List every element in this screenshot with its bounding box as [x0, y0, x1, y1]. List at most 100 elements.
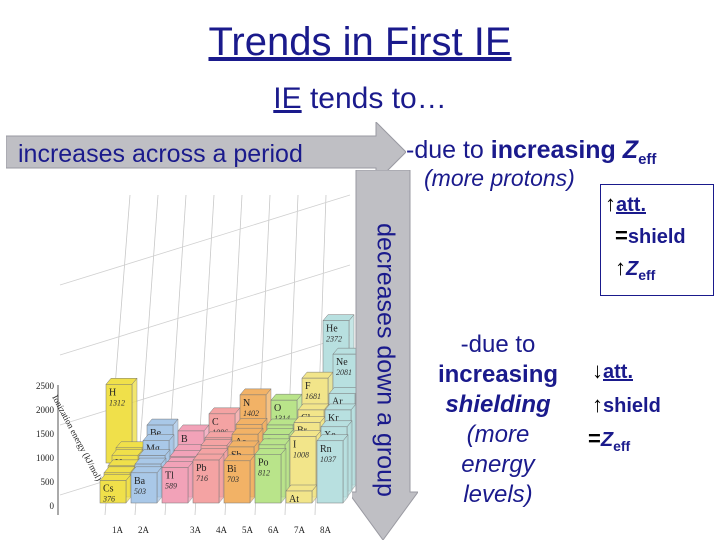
group-label: 5A — [242, 525, 254, 535]
element-symbol: He — [326, 324, 338, 335]
element-ie-value: 589 — [165, 482, 177, 491]
group-effect-box: ↓att. ↑shield =Zeff — [588, 358, 692, 458]
down-group-label-box: decreases down a group — [362, 192, 408, 528]
period-reason-line2: (more protons) — [424, 165, 575, 191]
up-arrow-icon: ↑ — [592, 392, 603, 417]
period-zeff-z: Z — [626, 258, 639, 280]
equals-icon: = — [588, 426, 601, 451]
period-shield-label: shield — [627, 226, 686, 248]
element-symbol: Kr — [328, 413, 339, 424]
element-symbol: Be — [150, 428, 162, 439]
element-symbol: Cs — [103, 483, 114, 494]
period-att-row: ↑att. — [605, 191, 646, 217]
group-label: 3A — [190, 525, 202, 535]
element-symbol: Ba — [134, 476, 146, 487]
y-tick-label: 2500 — [36, 381, 55, 391]
element-symbol: Rn — [320, 444, 332, 455]
element-ie-value: 2372 — [326, 335, 342, 344]
element-symbol: Po — [258, 457, 269, 468]
element-ie-value: 1681 — [305, 392, 321, 401]
element-ie-value: 503 — [134, 487, 146, 496]
element-ie-value: 1312 — [109, 398, 125, 407]
subtitle-rest: tends to… — [301, 82, 447, 115]
subtitle-ie: IE — [273, 82, 302, 115]
period-att-label: att. — [616, 194, 646, 216]
element-symbol: C — [212, 417, 219, 428]
y-tick-label: 0 — [50, 501, 55, 511]
group-label: 6A — [268, 525, 280, 535]
element-ie-value: 2081 — [336, 368, 352, 377]
element-symbol: Bi — [227, 464, 237, 475]
group-zeff-row: =Zeff — [588, 426, 630, 454]
element-symbol: Tl — [165, 471, 174, 482]
element-symbol: H — [109, 387, 116, 398]
element-symbol: Ar — [332, 397, 343, 408]
group-label: 8A — [320, 525, 332, 535]
grid-line — [59, 264, 351, 356]
group-reason-line: (more — [466, 421, 530, 448]
element-ie-value: 376 — [102, 494, 115, 503]
element-symbol: At — [289, 494, 299, 505]
group-reason-line: shielding — [445, 391, 551, 418]
group-label: 2A — [138, 525, 150, 535]
up-arrow-icon: ↑ — [615, 255, 626, 280]
across-period-label: increases across a period — [18, 140, 303, 168]
y-tick-label: 2000 — [36, 405, 55, 415]
period-effect-box: ↑att. =shield ↑Zeff — [600, 184, 714, 296]
element-ie-value: 1037 — [320, 455, 337, 464]
element-ie-value: 1402 — [243, 409, 259, 418]
group-reason-line: levels) — [463, 481, 533, 508]
period-reason-sub: eff — [638, 151, 657, 168]
y-tick-label: 1500 — [36, 429, 55, 439]
group-reason-line: -due to — [460, 331, 536, 358]
group-label: 1A — [112, 525, 124, 535]
element-symbol: Ne — [336, 357, 348, 368]
group-zeff-sub: eff — [613, 438, 631, 454]
period-zeff-sub: eff — [638, 267, 656, 283]
period-reason-line1: -due to increasing Zeff — [406, 136, 656, 168]
group-reason-line: energy — [461, 451, 535, 478]
group-reason: -due to increasing shielding (more energ… — [408, 330, 588, 510]
element-ie-value: 812 — [258, 468, 270, 477]
down-group-arrow — [352, 170, 418, 540]
element-symbol: Pb — [196, 463, 207, 474]
slide-title: Trends in First IE — [208, 20, 512, 64]
element-ie-value: 1008 — [293, 451, 309, 460]
element-ie-value: 703 — [227, 475, 239, 484]
group-label: 7A — [294, 525, 306, 535]
period-reason-prefix: -due to — [406, 136, 491, 164]
group-zeff-z: Z — [600, 429, 614, 451]
slide-subtitle: IE tends to… — [0, 82, 720, 116]
element-bar: At — [285, 484, 318, 505]
element-ie-value: 1314 — [274, 414, 290, 423]
group-shield-row: ↑shield — [592, 392, 661, 418]
period-zeff-row: ↑Zeff — [615, 255, 655, 283]
element-symbol: B — [181, 434, 188, 445]
element-symbol: N — [243, 398, 250, 409]
group-att-label: att. — [603, 361, 633, 383]
group-shield-label: shield — [603, 395, 661, 417]
element-symbol: O — [274, 403, 281, 414]
period-reason-z: Z — [622, 136, 639, 164]
element-bars: H1312He2372Li520Be899B801C1086N1402O1314… — [99, 313, 360, 505]
down-group-label: decreases down a group — [371, 223, 400, 497]
y-tick-label: 1000 — [36, 453, 55, 463]
period-shield-row: =shield — [615, 223, 686, 249]
element-symbol: F — [305, 381, 311, 392]
period-reason-bold: increasing — [490, 136, 623, 164]
element-ie-value: 716 — [196, 474, 208, 483]
across-period-arrow — [6, 122, 406, 182]
group-reason-line: increasing — [437, 361, 559, 388]
group-label: 4A — [216, 525, 228, 535]
grid-line — [59, 194, 351, 286]
y-tick-label: 500 — [41, 477, 55, 487]
equals-icon: = — [615, 223, 628, 248]
